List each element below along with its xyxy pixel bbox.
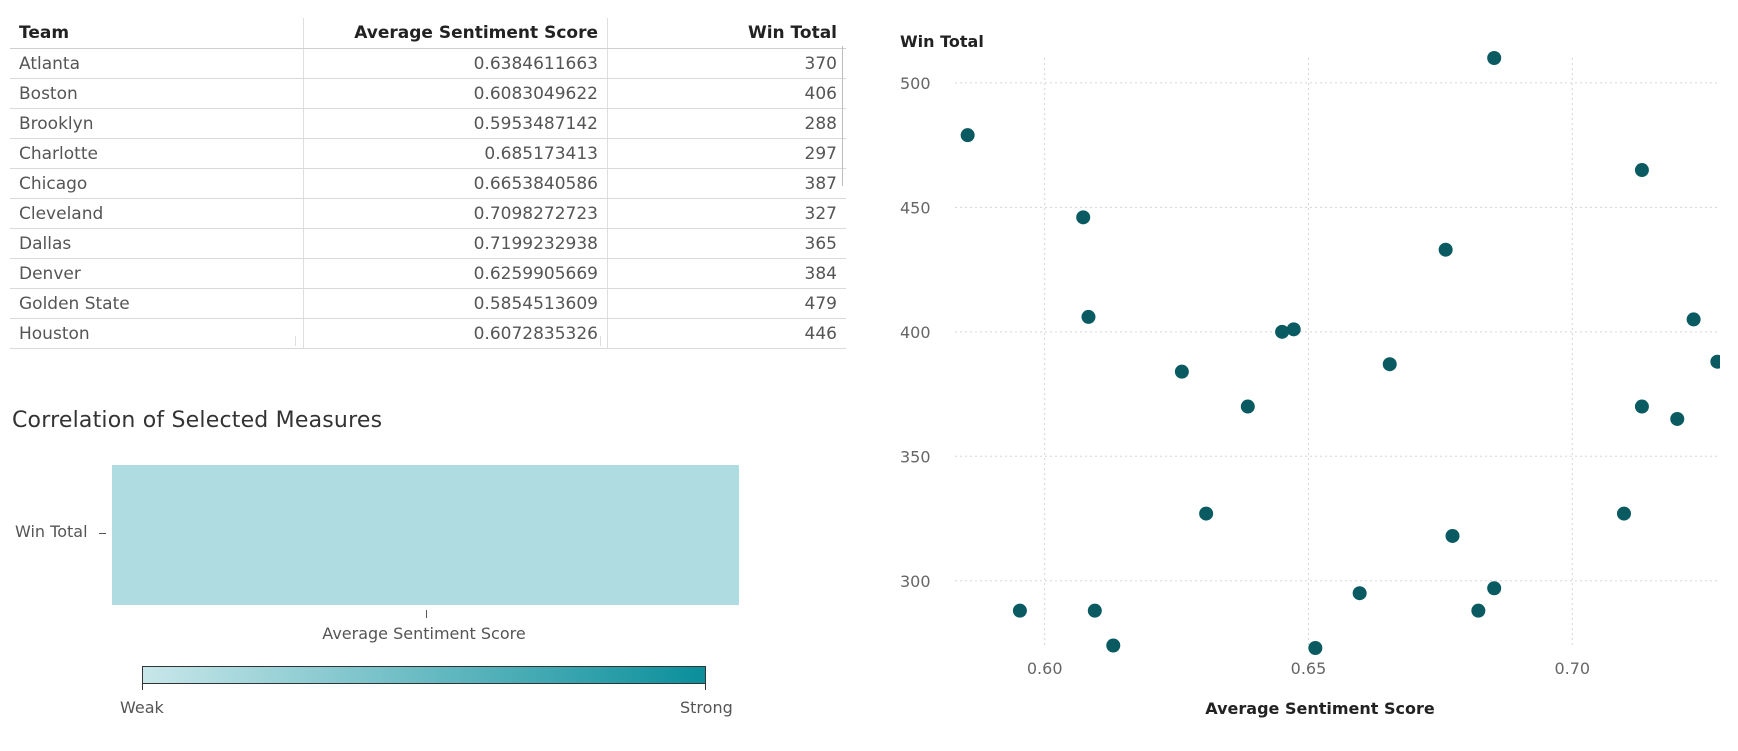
table-row[interactable]: Atlanta 0.6384611663 370 <box>10 48 846 79</box>
cell-win-total: 479 <box>607 288 846 319</box>
scatter-point[interactable] <box>1275 324 1290 339</box>
cell-average-sentiment-score: 0.685173413 <box>303 138 608 169</box>
correlation-legend-gradient <box>142 666 706 684</box>
scatter-point[interactable] <box>960 128 975 143</box>
cell-average-sentiment-score: 0.6083049622 <box>303 78 608 109</box>
table-row[interactable]: Boston 0.6083049622 406 <box>10 78 846 109</box>
correlation-row-label: Win Total <box>15 522 88 541</box>
column-header-average-sentiment-score[interactable]: Average Sentiment Score <box>303 18 608 49</box>
scatter-point[interactable] <box>1382 357 1397 372</box>
column-divider <box>295 336 296 346</box>
legend-tick-weak <box>142 684 143 690</box>
scatter-point[interactable] <box>1445 528 1460 543</box>
scatter-point[interactable] <box>1076 210 1091 225</box>
cell-team: Boston <box>10 78 304 109</box>
cell-average-sentiment-score: 0.6384611663 <box>303 48 608 79</box>
scatter-point[interactable] <box>1670 411 1685 426</box>
scatter-point[interactable] <box>1352 586 1367 601</box>
cell-team: Atlanta <box>10 48 304 79</box>
correlation-title: Correlation of Selected Measures <box>12 408 383 433</box>
cell-average-sentiment-score: 0.5854513609 <box>303 288 608 319</box>
table-row[interactable]: Houston 0.6072835326 446 <box>10 318 846 349</box>
cell-team: Golden State <box>10 288 304 319</box>
y-axis-title: Win Total <box>900 32 984 51</box>
scatter-points <box>960 51 1720 655</box>
scatter-point[interactable] <box>1240 399 1255 414</box>
scatter-point[interactable] <box>1286 322 1301 337</box>
cell-win-total: 297 <box>607 138 846 169</box>
scatter-point[interactable] <box>1710 354 1720 369</box>
table-row[interactable]: Cleveland 0.7098272723 327 <box>10 198 846 229</box>
table-scrollbar[interactable] <box>842 46 843 186</box>
scatter-point[interactable] <box>1081 309 1096 324</box>
correlation-row-tick <box>99 533 106 534</box>
x-tick-label: 0.65 <box>1291 659 1327 678</box>
cell-win-total: 387 <box>607 168 846 199</box>
cell-team: Cleveland <box>10 198 304 229</box>
table-header-row: Team Average Sentiment Score Win Total <box>10 18 846 49</box>
cell-team: Denver <box>10 258 304 289</box>
scatter-tick-labels: 300 350 400 450 500 0.60 0.65 0.70 <box>900 74 1590 678</box>
table-row[interactable]: Dallas 0.7199232938 365 <box>10 228 846 259</box>
scatter-point[interactable] <box>1012 603 1027 618</box>
scatter-grid <box>955 58 1720 648</box>
legend-label-strong: Strong <box>680 698 733 717</box>
legend-label-weak: Weak <box>120 698 164 717</box>
cell-team: Charlotte <box>10 138 304 169</box>
cell-average-sentiment-score: 0.6259905669 <box>303 258 608 289</box>
table-row[interactable]: Denver 0.6259905669 384 <box>10 258 846 289</box>
scatter-point[interactable] <box>1087 603 1102 618</box>
cell-win-total: 327 <box>607 198 846 229</box>
column-header-win-total[interactable]: Win Total <box>607 18 846 49</box>
cell-average-sentiment-score: 0.5953487142 <box>303 108 608 139</box>
scatter-point[interactable] <box>1634 399 1649 414</box>
legend-tick-strong <box>705 684 706 690</box>
team-table: Team Average Sentiment Score Win Total A… <box>10 18 846 349</box>
correlation-column-tick <box>426 610 427 618</box>
correlation-column-label: Average Sentiment Score <box>322 624 526 643</box>
scatter-plot: 300 350 400 450 500 0.60 0.65 0.70 Win Total Av… <box>900 32 1720 718</box>
cell-team: Brooklyn <box>10 108 304 139</box>
cell-average-sentiment-score: 0.7098272723 <box>303 198 608 229</box>
cell-win-total: 384 <box>607 258 846 289</box>
correlation-cell[interactable] <box>112 465 739 605</box>
y-tick-label: 300 <box>900 572 931 591</box>
cell-team: Dallas <box>10 228 304 259</box>
scatter-point[interactable] <box>1308 641 1323 655</box>
table-row[interactable]: Chicago 0.6653840586 387 <box>10 168 846 199</box>
x-axis-title: Average Sentiment Score <box>1205 699 1435 718</box>
cell-win-total: 446 <box>607 318 846 349</box>
y-tick-label: 450 <box>900 198 931 217</box>
scatter-point[interactable] <box>1106 638 1121 653</box>
y-tick-label: 350 <box>900 447 931 466</box>
cell-average-sentiment-score: 0.7199232938 <box>303 228 608 259</box>
table-row[interactable]: Brooklyn 0.5953487142 288 <box>10 108 846 139</box>
data-table: Team Average Sentiment Score Win Total A… <box>10 18 846 354</box>
cell-team: Chicago <box>10 168 304 199</box>
x-tick-label: 0.70 <box>1554 659 1590 678</box>
scatter-point[interactable] <box>1686 312 1701 327</box>
column-header-team[interactable]: Team <box>10 18 304 49</box>
y-tick-label: 400 <box>900 323 931 342</box>
scatter-point[interactable] <box>1174 364 1189 379</box>
scatter-point[interactable] <box>1487 51 1502 65</box>
scatter-point[interactable] <box>1471 603 1486 618</box>
cell-win-total: 365 <box>607 228 846 259</box>
scatter-point[interactable] <box>1634 163 1649 178</box>
cell-win-total: 406 <box>607 78 846 109</box>
y-tick-label: 500 <box>900 74 931 93</box>
column-divider <box>600 336 601 346</box>
table-row[interactable]: Charlotte 0.685173413 297 <box>10 138 846 169</box>
cell-win-total: 288 <box>607 108 846 139</box>
cell-average-sentiment-score: 0.6072835326 <box>303 318 608 349</box>
table-row[interactable]: Golden State 0.5854513609 479 <box>10 288 846 319</box>
scatter-point[interactable] <box>1438 242 1453 257</box>
cell-win-total: 370 <box>607 48 846 79</box>
scatter-point[interactable] <box>1487 581 1502 596</box>
x-tick-label: 0.60 <box>1027 659 1063 678</box>
scatter-point[interactable] <box>1199 506 1214 521</box>
cell-average-sentiment-score: 0.6653840586 <box>303 168 608 199</box>
scatter-point[interactable] <box>1616 506 1631 521</box>
cell-team: Houston <box>10 318 304 349</box>
